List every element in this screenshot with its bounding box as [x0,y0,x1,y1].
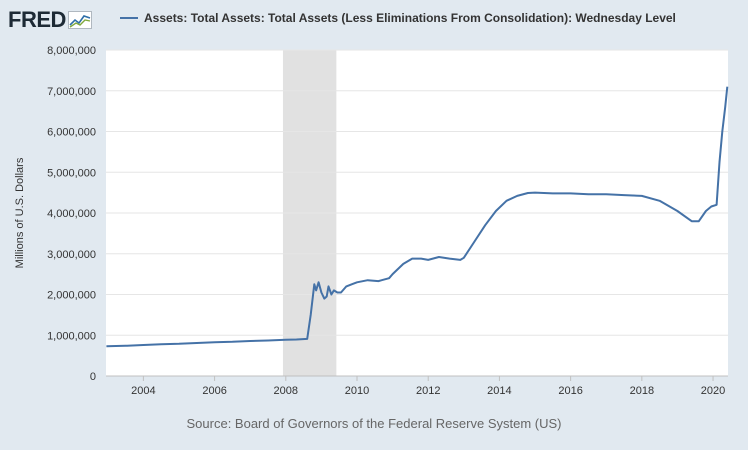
legend-series-label: Assets: Total Assets: Total Assets (Less… [144,11,676,25]
series-layer [106,86,729,348]
y-tick-label: 6,000,000 [47,127,96,139]
series-line[interactable] [106,86,729,348]
y-tick-label: 5,000,000 [47,167,96,179]
y-tick-label: 7,000,000 [47,86,96,98]
x-tick-label: 2016 [558,385,582,397]
y-tick-label: 0 [90,371,96,383]
x-tick-label: 2018 [630,385,654,397]
y-tick-label: 2,000,000 [47,290,96,302]
grid-layer [106,49,728,377]
x-axis-ticks: 2004 2006 2008 2010 2012 2014 2016 2018 2020 [131,376,725,397]
x-tick-label: 2010 [345,385,369,397]
fred-logo-group: FRED [8,9,92,31]
y-tick-label: 1,000,000 [47,330,96,342]
y-tick-label: 8,000,000 [47,45,96,57]
y-axis-ticks: 0 1,000,000 2,000,000 3,000,000 4,000,000 5,0… [47,45,96,383]
x-tick-label: 2008 [274,385,298,397]
fred-wordmark: FRED [8,7,66,32]
y-tick-label: 4,000,000 [47,208,96,220]
x-tick-label: 2014 [487,385,511,397]
source-note: Source: Board of Governors of the Federa… [186,416,562,431]
x-tick-label: 2004 [131,385,155,397]
x-tick-label: 2012 [416,385,440,397]
y-axis-title: Millions of U.S. Dollars [14,157,26,268]
y-tick-label: 3,000,000 [47,249,96,261]
chart-legend[interactable]: Assets: Total Assets: Total Assets (Less… [120,11,676,25]
legend-swatch [120,17,138,19]
x-tick-label: 2020 [701,385,725,397]
fred-line-graph-icon [67,11,92,29]
fred-logo[interactable]: FRED [8,6,92,34]
x-tick-label: 2006 [202,385,226,397]
